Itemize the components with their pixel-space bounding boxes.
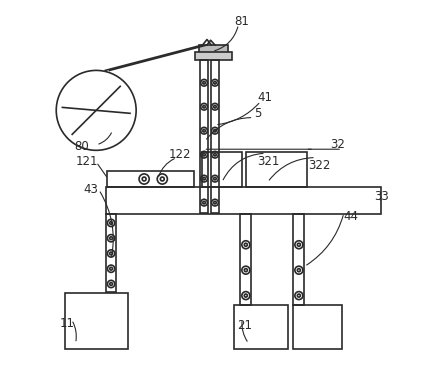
Text: 43: 43 <box>83 183 98 196</box>
Text: 32: 32 <box>330 138 345 152</box>
Bar <box>210 60 219 213</box>
Text: 44: 44 <box>343 210 358 223</box>
Bar <box>106 214 116 292</box>
Bar <box>234 305 288 350</box>
Text: 122: 122 <box>168 148 191 161</box>
Bar <box>241 214 251 305</box>
Bar <box>246 152 307 187</box>
Text: 5: 5 <box>254 108 261 120</box>
Text: 322: 322 <box>308 159 331 172</box>
Text: 11: 11 <box>60 317 74 330</box>
Text: 21: 21 <box>237 319 253 332</box>
Bar <box>202 152 242 187</box>
Text: 80: 80 <box>74 140 89 153</box>
Text: 121: 121 <box>76 156 98 168</box>
Bar <box>198 45 229 53</box>
Text: 81: 81 <box>234 15 249 28</box>
Text: 321: 321 <box>257 155 280 168</box>
Bar <box>200 60 208 213</box>
Bar <box>293 305 342 350</box>
Bar <box>65 293 128 350</box>
Bar <box>293 214 304 305</box>
Bar <box>106 187 381 214</box>
Bar <box>108 171 194 187</box>
Text: 41: 41 <box>257 91 272 104</box>
Bar <box>195 52 232 60</box>
Text: 33: 33 <box>374 190 389 203</box>
